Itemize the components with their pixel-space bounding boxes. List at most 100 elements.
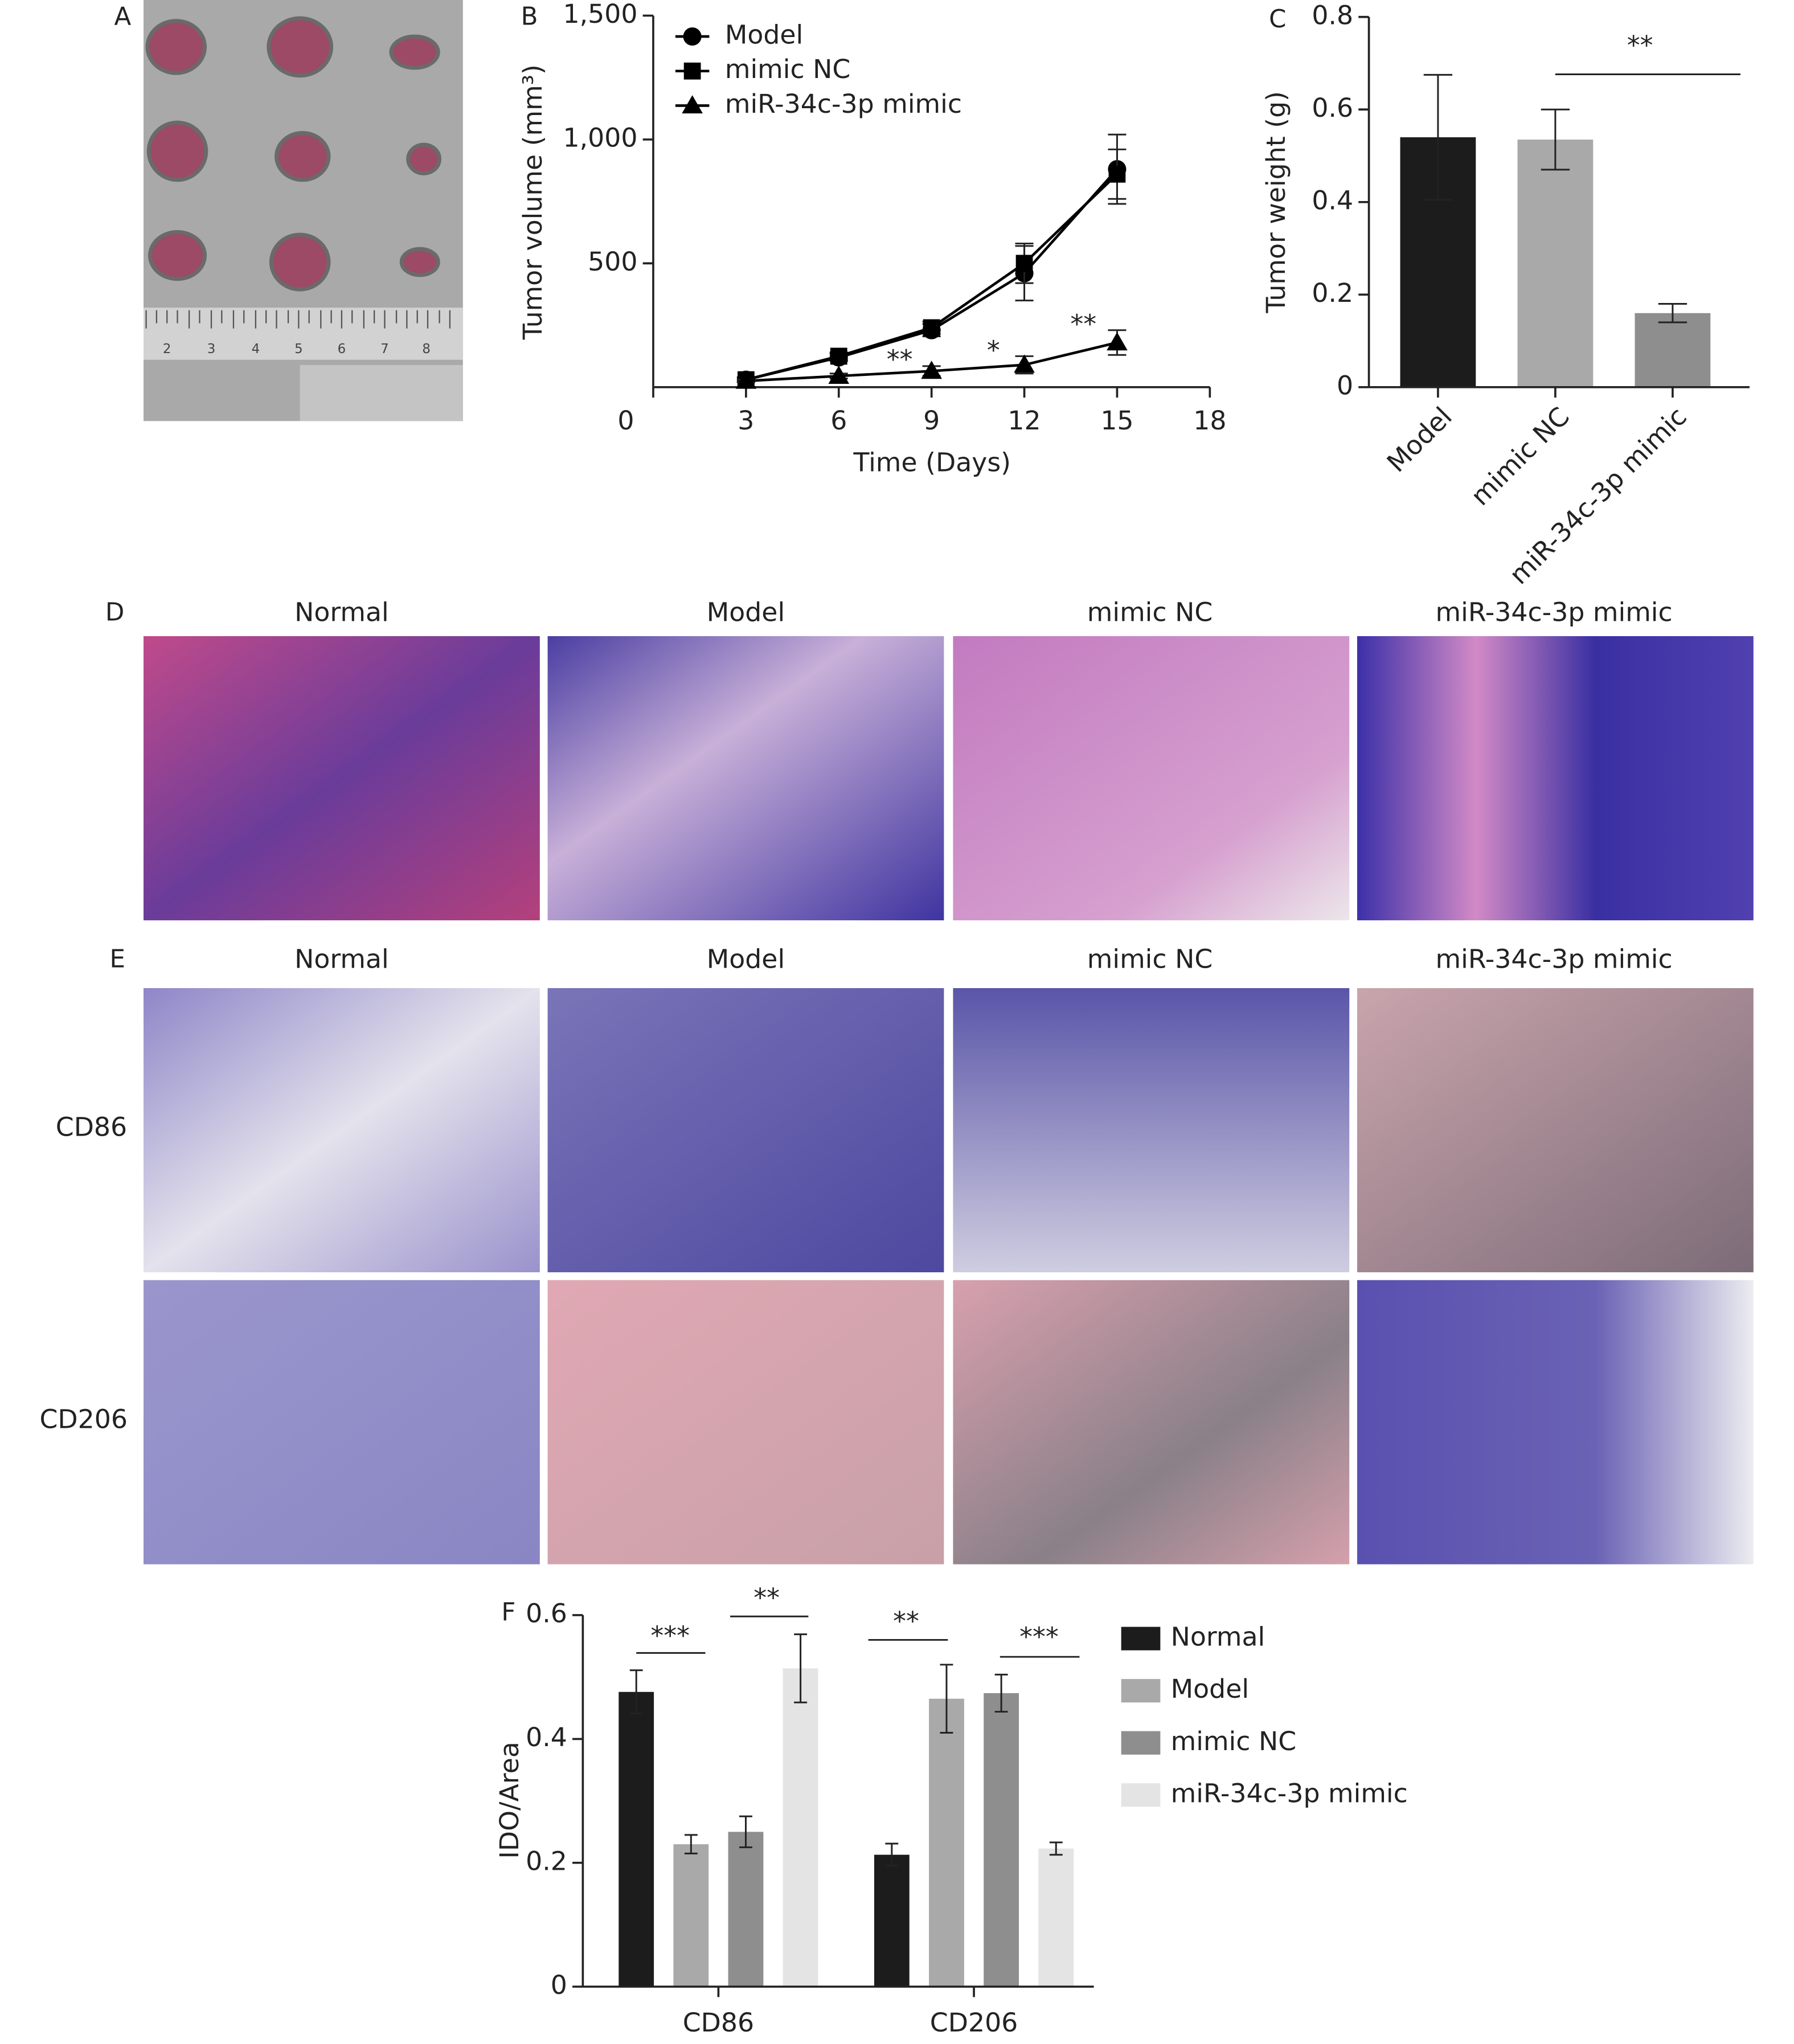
marker <box>1014 354 1035 373</box>
ihc-row-label: CD86 <box>56 1112 127 1142</box>
x-tick-label: 15 <box>1100 405 1133 436</box>
x-tick-label: 12 <box>1007 405 1041 436</box>
bar <box>619 1691 654 1987</box>
he-image <box>1357 636 1754 920</box>
x-tick-label: 6 <box>830 405 847 436</box>
marker <box>1107 332 1128 351</box>
ihc-image <box>1357 1280 1754 1564</box>
legend-swatch <box>1121 1783 1161 1807</box>
legend-label: mimic NC <box>1171 1726 1297 1756</box>
ruler-label: 6 <box>338 342 346 357</box>
marker <box>1108 165 1126 183</box>
he-image <box>953 636 1350 920</box>
marker <box>828 365 850 384</box>
y-tick-label: 0.6 <box>1312 93 1353 123</box>
bar <box>984 1693 1019 1987</box>
significance-label: *** <box>1019 1622 1059 1652</box>
significance-label: ** <box>893 1606 919 1636</box>
legend-swatch <box>1121 1731 1161 1755</box>
ihc-title: Normal <box>294 944 389 974</box>
significance-label: ** <box>753 1583 780 1613</box>
panel-label: F <box>501 1598 515 1627</box>
panel-label: D <box>105 599 124 627</box>
bar <box>1635 313 1711 387</box>
significance-label: *** <box>650 1620 690 1650</box>
y-tick-label: 0 <box>551 1970 567 2000</box>
bar <box>874 1854 910 1987</box>
y-tick-label: 1,500 <box>563 0 637 29</box>
bar <box>1517 140 1594 387</box>
ruler-label: 8 <box>422 342 431 357</box>
x-tick-label: 18 <box>1193 405 1226 436</box>
he-image <box>547 636 944 920</box>
he-image <box>144 636 540 920</box>
y-tick-label: 0 <box>1337 370 1353 400</box>
x-tick-label: 9 <box>923 405 940 436</box>
x-tick-label: CD206 <box>930 2008 1018 2038</box>
he-title: Model <box>707 597 785 628</box>
ihc-image <box>144 1280 540 1564</box>
marker <box>830 347 847 365</box>
x-tick-label: Model <box>1381 402 1458 478</box>
bar <box>783 1668 818 1987</box>
series-line <box>746 168 1119 381</box>
ihc-row-label: CD206 <box>39 1404 128 1434</box>
legend-swatch <box>1121 1679 1161 1703</box>
legend-label: Normal <box>1171 1622 1265 1652</box>
bar <box>673 1844 709 1987</box>
legend-label: miR-34c-3p mimic <box>725 89 962 119</box>
marker <box>921 361 942 379</box>
panel-label: E <box>110 945 125 973</box>
ihc-image <box>1357 988 1754 1272</box>
x-tick-label: mimic NC <box>1465 402 1575 511</box>
ihc-title: mimic NC <box>1087 944 1213 974</box>
significance-label: ** <box>1070 309 1096 339</box>
legend-label: Model <box>725 20 803 50</box>
he-title: miR-34c-3p mimic <box>1436 597 1673 628</box>
ihc-title: Model <box>707 944 785 974</box>
y-tick-label: 0.2 <box>526 1846 567 1876</box>
significance-label: ** <box>1627 30 1653 60</box>
ihc-image <box>953 1280 1350 1564</box>
legend-marker <box>683 27 702 46</box>
significance-label: ** <box>887 345 913 375</box>
y-tick-label: 0.8 <box>1312 0 1353 30</box>
legend-label: miR-34c-3p mimic <box>1171 1778 1408 1808</box>
he-title: mimic NC <box>1087 597 1213 628</box>
legend-marker <box>682 95 703 114</box>
y-axis-label: IDO/Area <box>494 1742 525 1859</box>
ruler-label: 5 <box>294 342 303 357</box>
significance-label: * <box>987 335 1000 366</box>
ihc-image <box>953 988 1350 1272</box>
legend-label: mimic NC <box>725 54 851 84</box>
micrographs <box>144 636 1754 1564</box>
panel-label: B <box>521 3 538 31</box>
tumor-photo <box>144 0 463 421</box>
bar <box>1038 1848 1074 1987</box>
y-tick-label: 0.6 <box>526 1598 567 1628</box>
y-tick-label: 0.4 <box>526 1722 567 1752</box>
y-axis-label: Tumor volume (mm³) <box>518 64 548 340</box>
series-line <box>746 173 1119 381</box>
y-tick-label: 1,000 <box>563 122 637 153</box>
panel-label: C <box>1269 5 1286 34</box>
marker <box>735 370 757 389</box>
marker <box>1015 255 1033 272</box>
ruler-label: 2 <box>163 342 171 357</box>
ruler-label: 4 <box>252 342 260 357</box>
y-tick-label: 0.4 <box>1312 185 1353 215</box>
ihc-image <box>547 988 944 1272</box>
y-axis-label: Tumor weight (g) <box>1261 91 1291 314</box>
ruler-label: 7 <box>380 342 389 357</box>
ihc-title: miR-34c-3p mimic <box>1436 944 1673 974</box>
he-title: Normal <box>294 597 389 628</box>
x-tick-label: 3 <box>738 405 754 436</box>
x-tick-label: CD86 <box>683 2008 754 2038</box>
ruler-label: 3 <box>207 342 216 357</box>
x-tick-label: 0 <box>617 405 634 436</box>
y-tick-label: 500 <box>588 247 637 277</box>
legend-marker <box>683 62 701 80</box>
ihc-image <box>144 988 540 1272</box>
